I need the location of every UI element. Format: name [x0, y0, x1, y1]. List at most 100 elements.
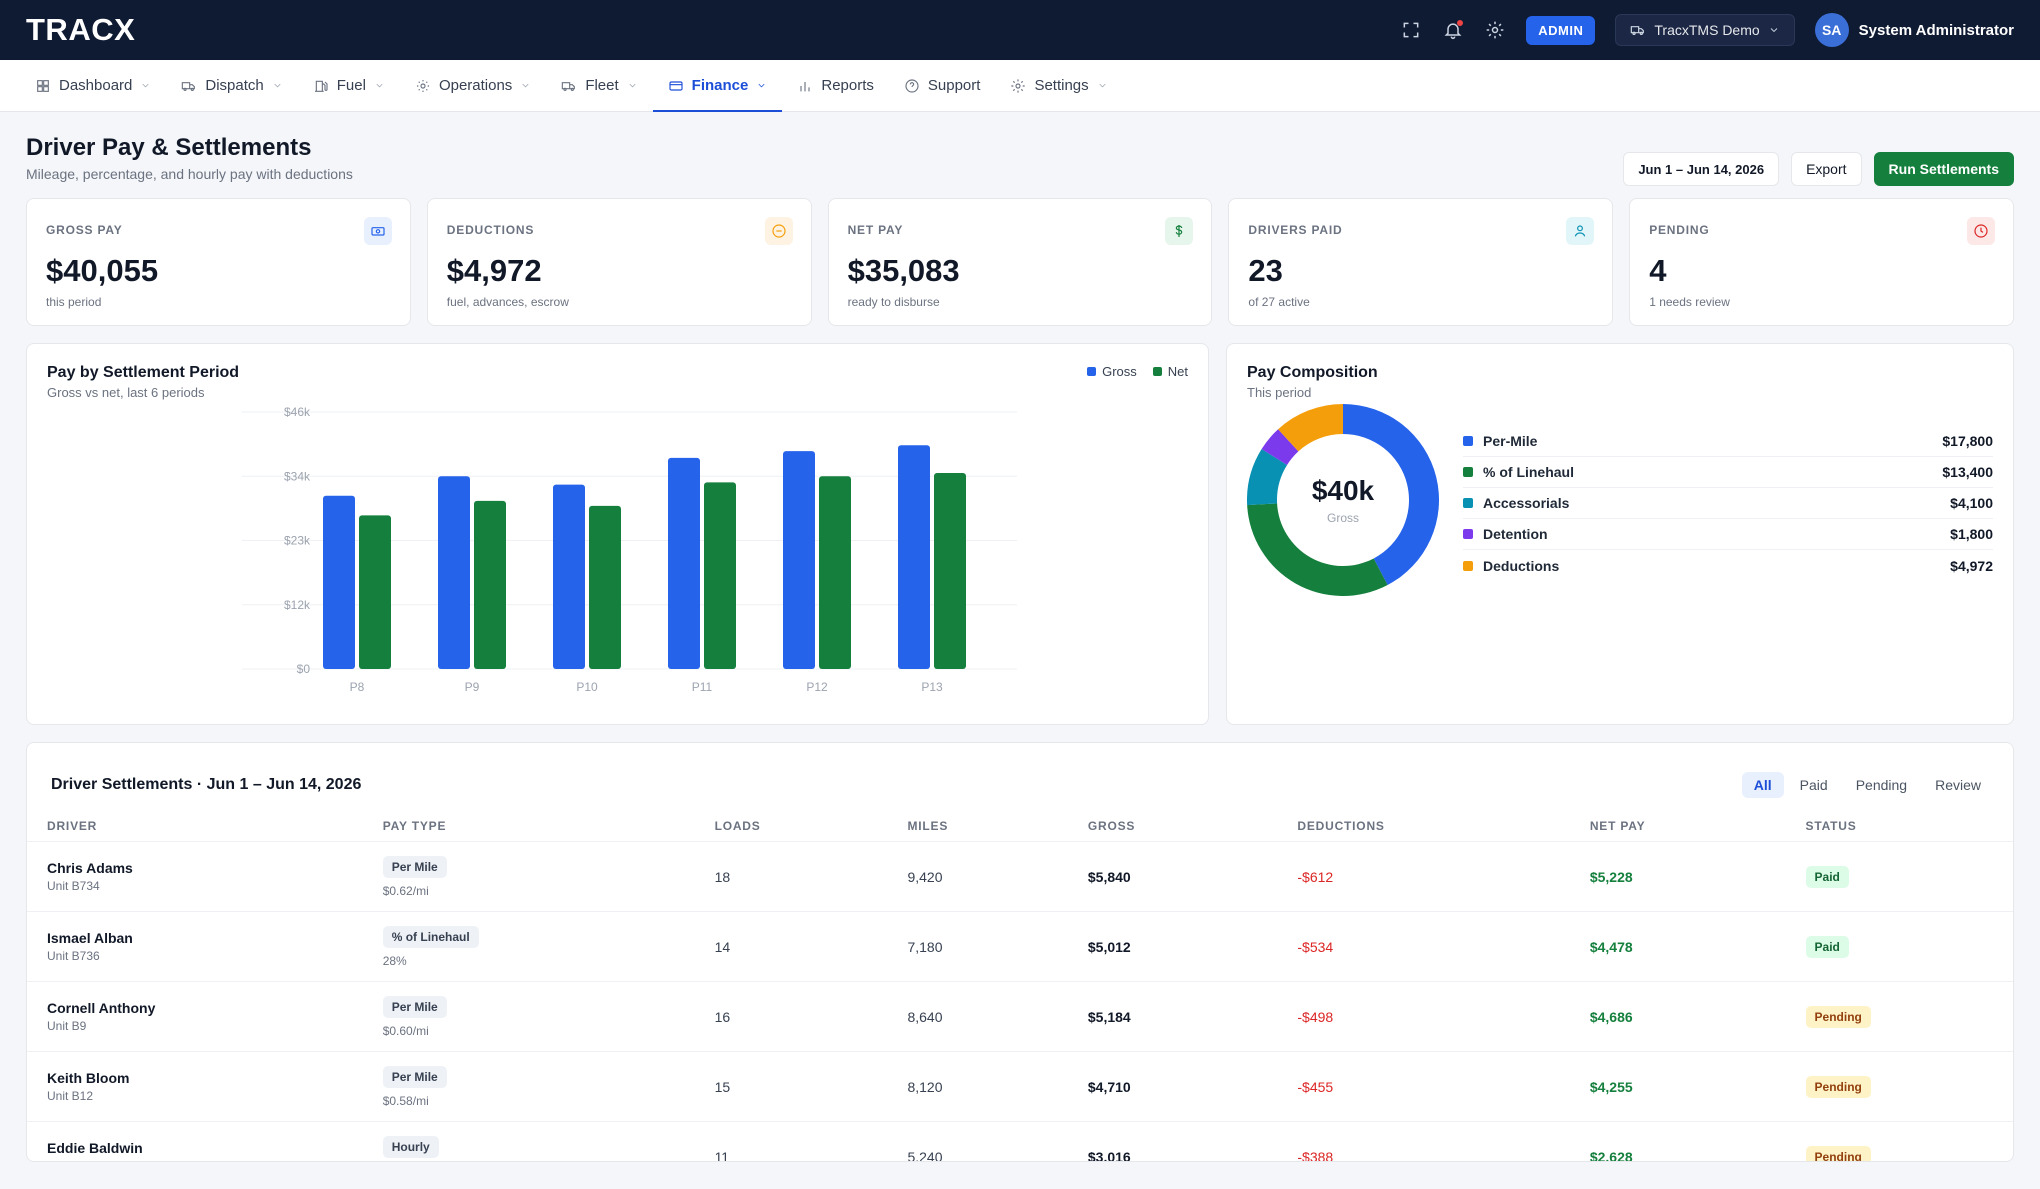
- gross-cell: $5,012: [1087, 911, 1298, 982]
- nav-label: Fuel: [336, 77, 366, 94]
- pay-composition-card: Pay Composition This period $40k Gross P…: [1226, 343, 2014, 725]
- bar-chart-subtitle: Gross vs net, last 6 periods: [47, 385, 205, 400]
- bar-net-p9[interactable]: [474, 500, 506, 669]
- driver-name[interactable]: Eddie Baldwin: [47, 1140, 143, 1156]
- filter-pending[interactable]: Pending: [1855, 777, 1908, 793]
- user-name: System Administrator: [1858, 21, 2014, 39]
- status-cell: Paid: [1805, 911, 2013, 982]
- kpi-sub: of 27 active: [1248, 295, 1310, 309]
- filter-all[interactable]: All: [1741, 772, 1784, 798]
- pay-rate: $0.60/mi: [382, 1023, 429, 1038]
- pay-type-chip: Per Mile: [382, 855, 447, 878]
- donut-slice-per-mile[interactable]: [1343, 404, 1439, 586]
- nav-dispatch[interactable]: Dispatch: [166, 60, 297, 111]
- nav-settings[interactable]: Settings: [995, 60, 1122, 111]
- kpi-label: DRIVERS PAID: [1248, 223, 1343, 237]
- nav-fleet[interactable]: Fleet: [546, 60, 652, 111]
- bar-gross-p12[interactable]: [783, 451, 815, 669]
- gear-icon[interactable]: [1484, 19, 1506, 41]
- fullscreen-icon[interactable]: [1400, 19, 1422, 41]
- column-header-deductions[interactable]: DEDUCTIONS: [1297, 811, 1590, 842]
- kpi-gross-pay: GROSS PAY $40,055 this period: [26, 198, 411, 326]
- table-row[interactable]: Ismael Alban Unit B736 % of Linehaul 28% 14 7…: [27, 911, 2013, 982]
- bar-net-p10[interactable]: [589, 505, 621, 669]
- nav-reports[interactable]: Reports: [782, 60, 889, 111]
- driver-name[interactable]: Cornell Anthony: [47, 1000, 156, 1016]
- export-button[interactable]: Export: [1791, 152, 1862, 186]
- driver-unit: Unit B734: [47, 879, 100, 893]
- table-row[interactable]: Chris Adams Unit B734 Per Mile $0.62/mi 18 9,…: [27, 841, 2013, 912]
- miles-cell: 5,240: [907, 1121, 1088, 1161]
- driver-name[interactable]: Chris Adams: [47, 860, 133, 876]
- page-subtitle: Mileage, percentage, and hourly pay with…: [26, 166, 353, 182]
- column-header-loads[interactable]: LOADS: [714, 811, 908, 842]
- status-cell: Pending: [1805, 1051, 2013, 1122]
- app-logo[interactable]: TRACX: [26, 12, 136, 47]
- pay-by-period-card: $0 $12k $23k $34k $46k P8 P9 P10 P11 P12 P13 Pay b…: [26, 343, 1209, 725]
- driver-cell: Chris Adams Unit B734: [27, 841, 383, 912]
- nav-finance[interactable]: Finance: [652, 60, 783, 112]
- column-header-net-pay[interactable]: NET PAY: [1589, 811, 1806, 842]
- gross-cell: $3,016: [1087, 1121, 1298, 1161]
- bar-net-p13[interactable]: [934, 472, 966, 669]
- pay-rate: $0.62/mi: [382, 883, 429, 898]
- table-header-row: DRIVER PAY TYPE LOADS MILES GROSS DEDUCTIONS N…: [27, 811, 2013, 842]
- column-header-pay-type[interactable]: PAY TYPE: [382, 811, 715, 842]
- cash-icon: [363, 217, 392, 245]
- user-icon: [1566, 217, 1595, 245]
- driver-name[interactable]: Ismael Alban: [47, 930, 133, 946]
- donut-slice-detention[interactable]: [1261, 429, 1299, 465]
- slice-name: Per-Mile: [1483, 433, 1538, 449]
- bar-gross-p8[interactable]: [323, 495, 355, 669]
- bar-net-p11[interactable]: [704, 482, 736, 669]
- pay-type-chip: Hourly: [382, 1135, 439, 1158]
- y-tick-label: $0: [297, 662, 311, 676]
- donut-slice-deductions[interactable]: [1278, 404, 1343, 452]
- bar-gross-p9[interactable]: [438, 476, 470, 669]
- kpi-label: PENDING: [1649, 223, 1710, 237]
- filter-paid[interactable]: Paid: [1799, 777, 1828, 793]
- nav-fuel[interactable]: Fuel: [298, 60, 400, 111]
- status-badge: Pending: [1805, 1075, 1871, 1098]
- nav-operations[interactable]: Operations: [400, 60, 546, 111]
- deductions-cell: -$612: [1297, 841, 1590, 912]
- status-badge: Paid: [1805, 935, 1849, 958]
- user-menu[interactable]: SA System Administrator: [1814, 13, 2014, 47]
- bar-net-p12[interactable]: [819, 476, 851, 669]
- nav-label: Operations: [438, 77, 513, 94]
- nav-support[interactable]: Support: [889, 60, 996, 111]
- legend-item-gross[interactable]: Gross: [1087, 364, 1137, 379]
- bar-net-p8[interactable]: [359, 515, 391, 669]
- kpi-value: $4,972: [446, 253, 542, 288]
- x-tick-label: P9: [465, 680, 480, 694]
- table-row[interactable]: Keith Bloom Unit B12 Per Mile $0.58/mi 15 8,1…: [27, 1051, 2013, 1122]
- donut-slice--of-linehaul[interactable]: [1247, 503, 1388, 596]
- nav-dashboard[interactable]: Dashboard: [20, 60, 166, 111]
- filter-review[interactable]: Review: [1935, 777, 1981, 793]
- y-tick-label: $34k: [284, 469, 311, 483]
- date-range-button[interactable]: Jun 1 – Jun 14, 2026: [1623, 152, 1780, 186]
- driver-name[interactable]: Keith Bloom: [47, 1070, 130, 1086]
- driver-unit: Unit B7: [47, 1159, 383, 1161]
- bell-icon[interactable]: [1442, 19, 1464, 41]
- donut-slice-accessorials[interactable]: [1247, 449, 1288, 506]
- deductions-cell: -$498: [1297, 981, 1590, 1052]
- pay-type-cell: Per Mile $0.58/mi: [382, 1051, 715, 1122]
- kpi-deductions: DEDUCTIONS $4,972 fuel, advances, escrow: [426, 198, 812, 326]
- table-row[interactable]: Cornell Anthony Unit B9 Per Mile $0.60/mi 16…: [27, 981, 2013, 1052]
- bar-gross-p10[interactable]: [553, 484, 585, 669]
- kpi-net-pay: NET PAY $35,083 ready to disburse: [827, 198, 1213, 326]
- column-header-status[interactable]: STATUS: [1805, 811, 2013, 842]
- column-header-driver[interactable]: DRIVER: [27, 811, 383, 842]
- tenant-switcher[interactable]: TracxTMS Demo: [1615, 14, 1795, 46]
- bar-gross-p11[interactable]: [668, 457, 700, 669]
- run-settlements-button[interactable]: Run Settlements: [1873, 152, 2014, 186]
- minus-circle-icon: [764, 217, 793, 245]
- column-header-gross[interactable]: GROSS: [1087, 811, 1298, 842]
- bar-gross-p13[interactable]: [898, 445, 930, 669]
- legend-item-net[interactable]: Net: [1152, 364, 1188, 379]
- table-row[interactable]: Eddie Baldwin Unit B7Hourly$26.00/hr115,2…: [27, 1121, 2013, 1161]
- column-header-miles[interactable]: MILES: [907, 811, 1088, 842]
- x-tick-label: P12: [806, 680, 828, 694]
- help-icon: [905, 78, 919, 93]
